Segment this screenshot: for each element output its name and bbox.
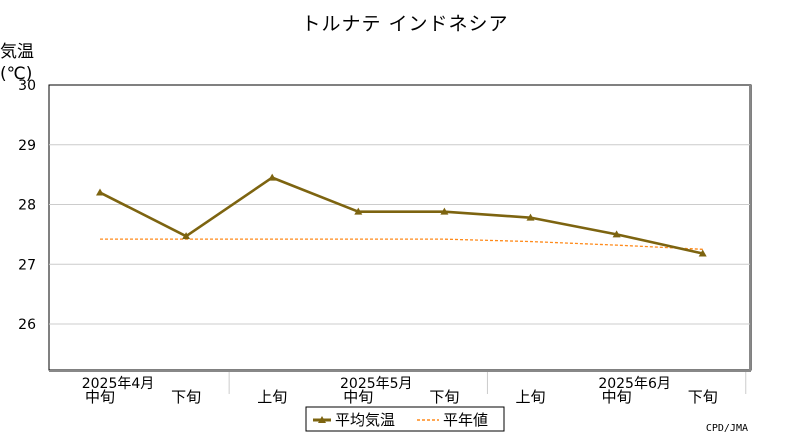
series-average-point-3 — [354, 207, 363, 215]
x-axis: 中旬 下旬 上旬 中旬 下旬 上旬 中旬 下旬 2025年4月 2025年5月 2025年6月 — [82, 372, 747, 406]
series-average — [96, 173, 707, 257]
source-credit: CPD/JMA — [706, 423, 748, 434]
series-average-point-7 — [698, 249, 707, 257]
x-tick-label-3: 中旬 — [343, 388, 373, 406]
series-average-point-0 — [96, 188, 104, 196]
chart-title: トルナテ インドネシア — [301, 13, 508, 35]
series-average-line — [99, 176, 703, 255]
x-tick-label-4: 下旬 — [429, 388, 459, 406]
y-axis-unit: (℃) — [0, 64, 32, 84]
plot-area — [48, 84, 752, 371]
series-normal-line — [100, 238, 703, 250]
series-average-point-6 — [612, 230, 621, 238]
series-average-point-4 — [440, 207, 449, 215]
y-axis-label: 気温 — [0, 42, 34, 62]
legend-avg-marker — [318, 416, 326, 423]
x-tick-label-5: 上旬 — [515, 388, 545, 406]
legend-normal-label: 平年値 — [443, 411, 488, 429]
x-tick-label-2: 上旬 — [257, 388, 287, 406]
y-tick-label-26: 26 — [18, 317, 36, 333]
legend-avg-label: 平均気温 — [335, 411, 395, 429]
month-label-1: 2025年5月 — [340, 376, 413, 392]
month-label-2: 2025年6月 — [598, 376, 671, 392]
grid-lines — [49, 144, 750, 325]
x-tick-label-0: 中旬 — [85, 388, 115, 406]
y-tick-label-29: 29 — [18, 138, 36, 154]
y-tick-label-27: 27 — [18, 257, 36, 273]
series-average-point-1 — [182, 232, 191, 240]
series-normal — [100, 238, 703, 250]
y-tick-label-30: 30 — [18, 78, 36, 94]
legend: 平均気温 平年値 — [305, 406, 505, 432]
month-label-0: 2025年4月 — [82, 376, 155, 392]
y-tick-labels: 26 27 28 29 30 — [18, 78, 36, 333]
x-tick-label-6: 中旬 — [602, 388, 632, 406]
series-average-point-2 — [268, 173, 277, 181]
x-tick-label-1: 下旬 — [171, 388, 201, 406]
y-tick-label-28: 28 — [18, 198, 36, 214]
x-tick-label-7: 下旬 — [688, 388, 718, 406]
legend-box — [305, 406, 505, 432]
series-average-point-5 — [526, 213, 535, 221]
